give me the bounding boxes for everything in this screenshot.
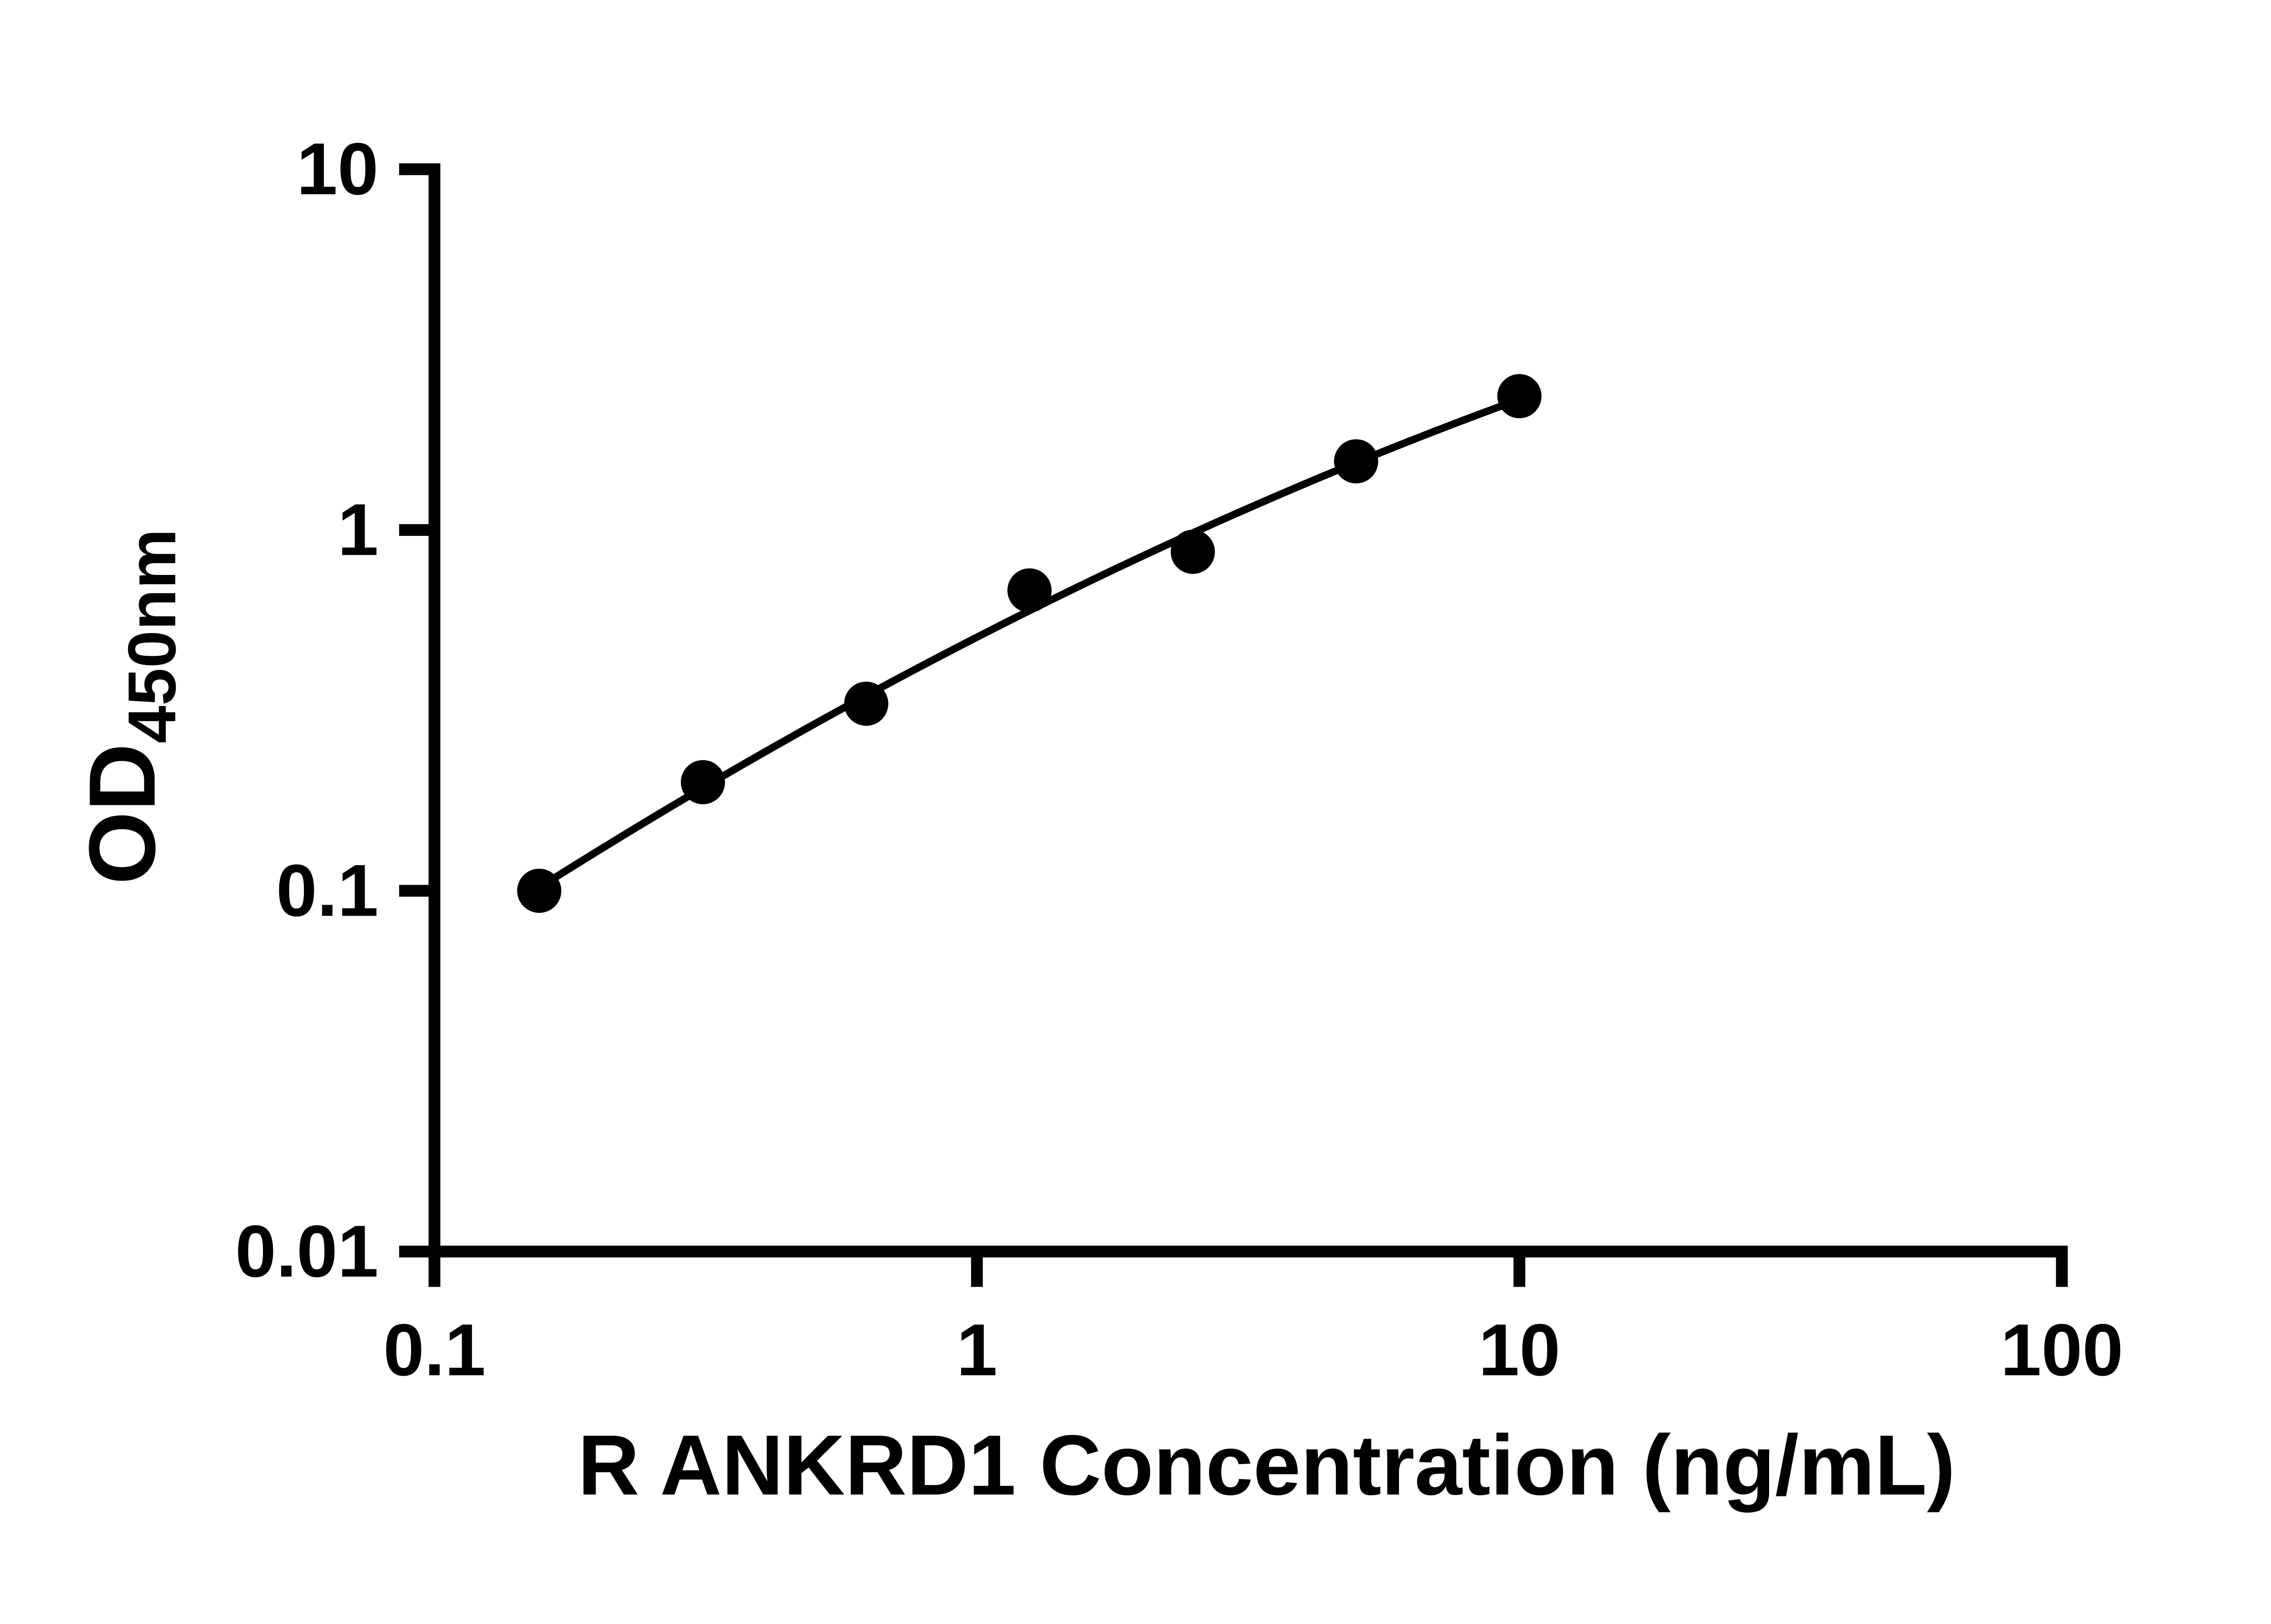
data-point — [844, 681, 888, 726]
x-tick-label: 0.1 — [383, 1309, 486, 1391]
data-points-group — [517, 374, 1542, 913]
x-tick-label: 1 — [957, 1309, 997, 1391]
x-tick-label: 10 — [1478, 1309, 1560, 1391]
y-tick-label: 10 — [297, 128, 378, 210]
data-point — [680, 760, 725, 804]
y-tick-label: 0.01 — [235, 1210, 379, 1292]
data-point — [517, 868, 561, 913]
x-tick-label: 100 — [2000, 1309, 2123, 1391]
y-axis-title: OD450nm — [69, 529, 189, 885]
y-axis-title-sub: 450nm — [114, 529, 190, 743]
x-axis-title: R ANKRD1 Concentration (ng/mL) — [578, 1417, 1955, 1513]
data-point — [1334, 439, 1378, 484]
data-point — [1497, 374, 1542, 418]
plot-axes — [428, 163, 2068, 1258]
data-point — [1007, 568, 1052, 613]
plot-ticks — [399, 163, 2068, 1287]
y-tick-label: 1 — [337, 489, 378, 571]
data-point — [1170, 530, 1215, 574]
y-axis-title-main: OD — [69, 743, 174, 885]
y-tick-label: 0.1 — [276, 850, 378, 932]
